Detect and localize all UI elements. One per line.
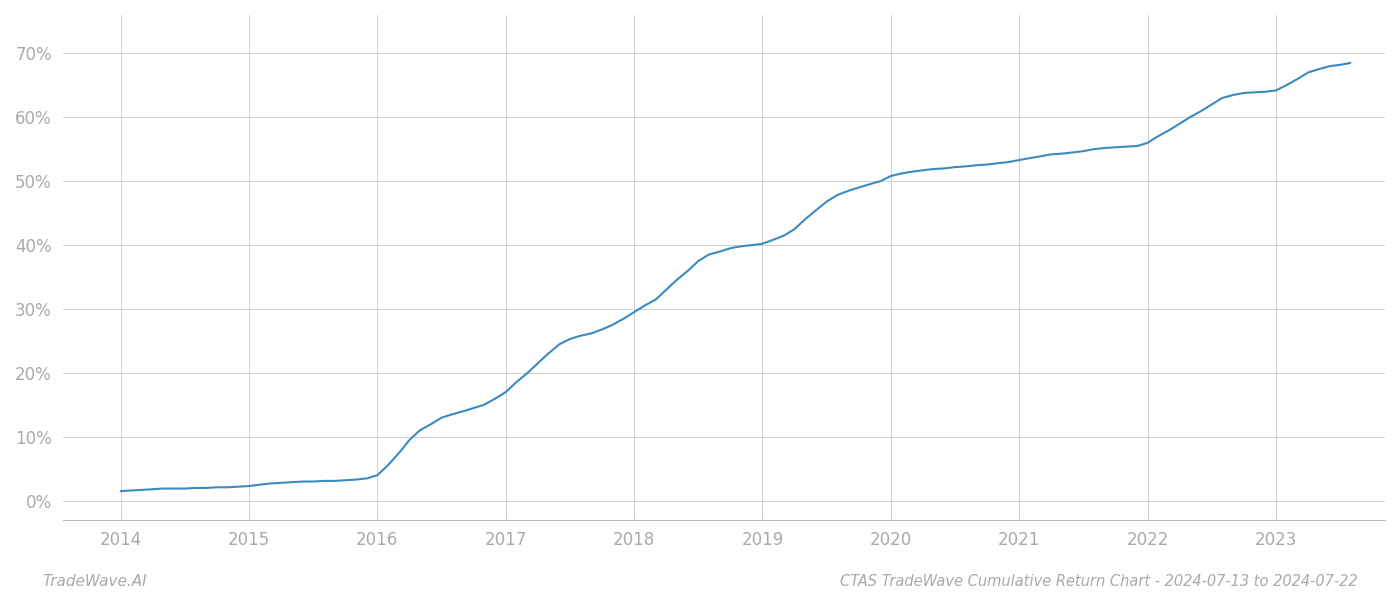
Text: TradeWave.AI: TradeWave.AI [42,574,147,589]
Text: CTAS TradeWave Cumulative Return Chart - 2024-07-13 to 2024-07-22: CTAS TradeWave Cumulative Return Chart -… [840,574,1358,589]
